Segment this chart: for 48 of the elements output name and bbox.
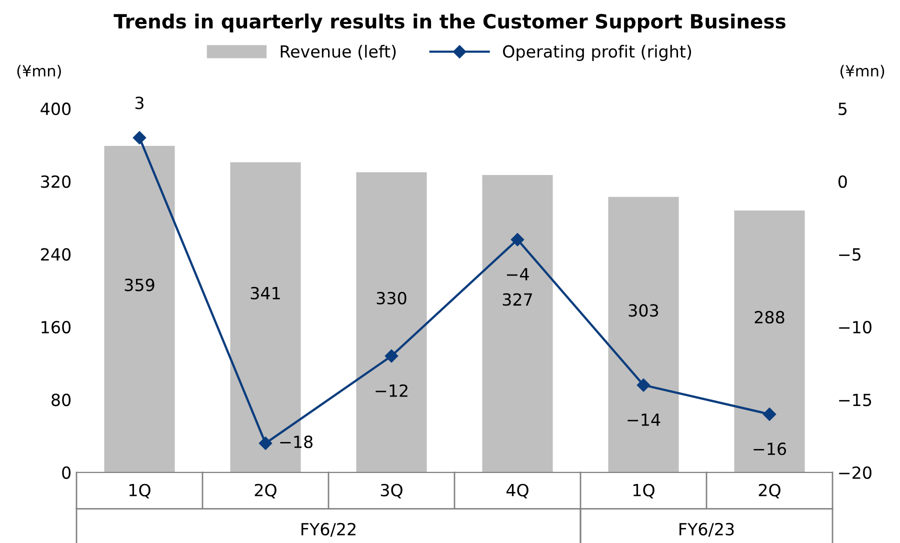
legend-label: Operating profit (right) [503,44,692,61]
x-tick-label: 3Q [380,484,402,498]
legend-label: Revenue (left) [280,44,396,60]
data-label: 359 [124,278,154,292]
data-label: −14 [628,414,660,426]
x-tick-label: 2Q [758,484,780,498]
y2-tick-label: −5 [839,248,860,261]
y-tick-label: 240 [41,248,71,261]
data-label: 3 [135,96,144,110]
data-label: −16 [754,442,786,456]
chart-title: Trends in quarterly results in the Customer Support Business [114,14,786,33]
text: FY6/22 [302,522,356,537]
data-label: −12 [376,384,408,397]
text: FY6/23 [680,522,734,537]
y2-axis-title: (¥mn) [840,64,884,78]
y-tick-label: 80 [52,394,71,406]
bar [482,174,553,472]
x-tick-label: 4Q [506,484,528,498]
data-label: 303 [628,304,658,317]
y-tick-label: 0 [62,466,71,479]
x-tick-label: 1Q [633,484,654,498]
x-tick-label: 2Q [254,484,276,498]
y2-tick-label: 0 [838,175,847,188]
y2-tick-label: −10 [839,320,872,334]
data-label: −4 [506,268,529,280]
x-tick-label: 1Q [129,484,150,498]
bar [734,210,805,472]
y-tick-label: 400 [40,102,71,116]
data-label: −18 [280,436,312,448]
data-label: 288 [754,310,784,324]
point [132,131,146,144]
point [510,232,524,246]
data-label: 327 [502,293,532,306]
y2-tick-label: −15 [839,394,872,406]
y2-tick-label: −20 [839,466,872,479]
data-label: 341 [250,286,280,300]
point [258,436,272,450]
bar [608,196,679,472]
bar [356,172,427,472]
y-axis-title: (¥mn) [17,64,61,78]
data-label: 330 [376,292,406,304]
bar [104,146,175,472]
y2-tick-label: 5 [838,102,847,116]
point [636,378,650,392]
point [384,349,398,363]
y-tick-label: 160 [42,320,71,334]
point [762,408,776,421]
y-tick-label: 320 [41,175,71,188]
